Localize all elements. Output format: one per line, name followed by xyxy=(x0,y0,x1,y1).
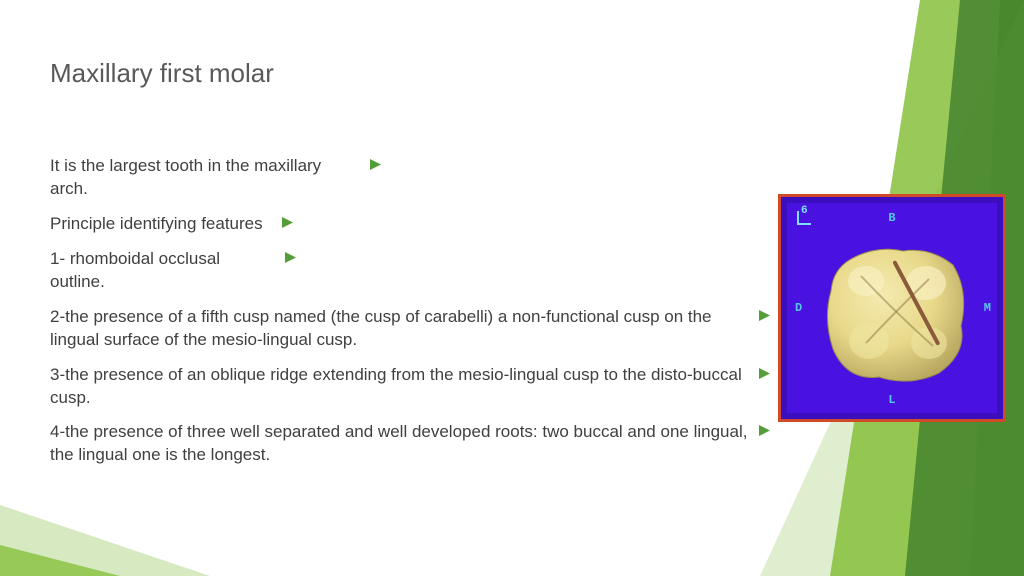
triangle-bullet-icon xyxy=(370,159,381,170)
bullet-item: 3-the presence of an oblique ridge exten… xyxy=(50,364,770,410)
tooth-figure-inner: 6 B M L D xyxy=(787,203,997,413)
triangle-bullet-icon xyxy=(282,217,293,228)
bullet-item: Principle identifying features xyxy=(50,213,770,236)
triangle-bullet-icon xyxy=(759,425,770,436)
bullet-text: 4-the presence of three well separated a… xyxy=(50,421,749,467)
triangle-bullet-icon xyxy=(285,252,296,263)
bullet-list: It is the largest tooth in the maxillary… xyxy=(50,155,770,479)
bullet-text: 2-the presence of a fifth cusp named (th… xyxy=(50,306,749,352)
bullet-text: 1- rhomboidal occlusal outline. xyxy=(50,248,275,294)
tooth-label-top: B xyxy=(888,211,895,225)
slide-title: Maxillary first molar xyxy=(50,58,274,89)
bullet-text: Principle identifying features xyxy=(50,213,272,236)
bullet-text: It is the largest tooth in the maxillary… xyxy=(50,155,360,201)
bullet-item: 4-the presence of three well separated a… xyxy=(50,421,770,467)
bullet-item: 1- rhomboidal occlusal outline. xyxy=(50,248,770,294)
tooth-label-right: M xyxy=(984,301,991,315)
tooth-figure: 6 B M L D xyxy=(778,194,1006,422)
triangle-bullet-icon xyxy=(759,368,770,379)
triangle-bullet-icon xyxy=(759,310,770,321)
tooth-label-left: D xyxy=(795,301,802,315)
bullet-item: It is the largest tooth in the maxillary… xyxy=(50,155,770,201)
tooth-label-bottom: L xyxy=(888,393,895,407)
bullet-text: 3-the presence of an oblique ridge exten… xyxy=(50,364,749,410)
bullet-item: 2-the presence of a fifth cusp named (th… xyxy=(50,306,770,352)
tooth-number: 6 xyxy=(801,205,808,217)
